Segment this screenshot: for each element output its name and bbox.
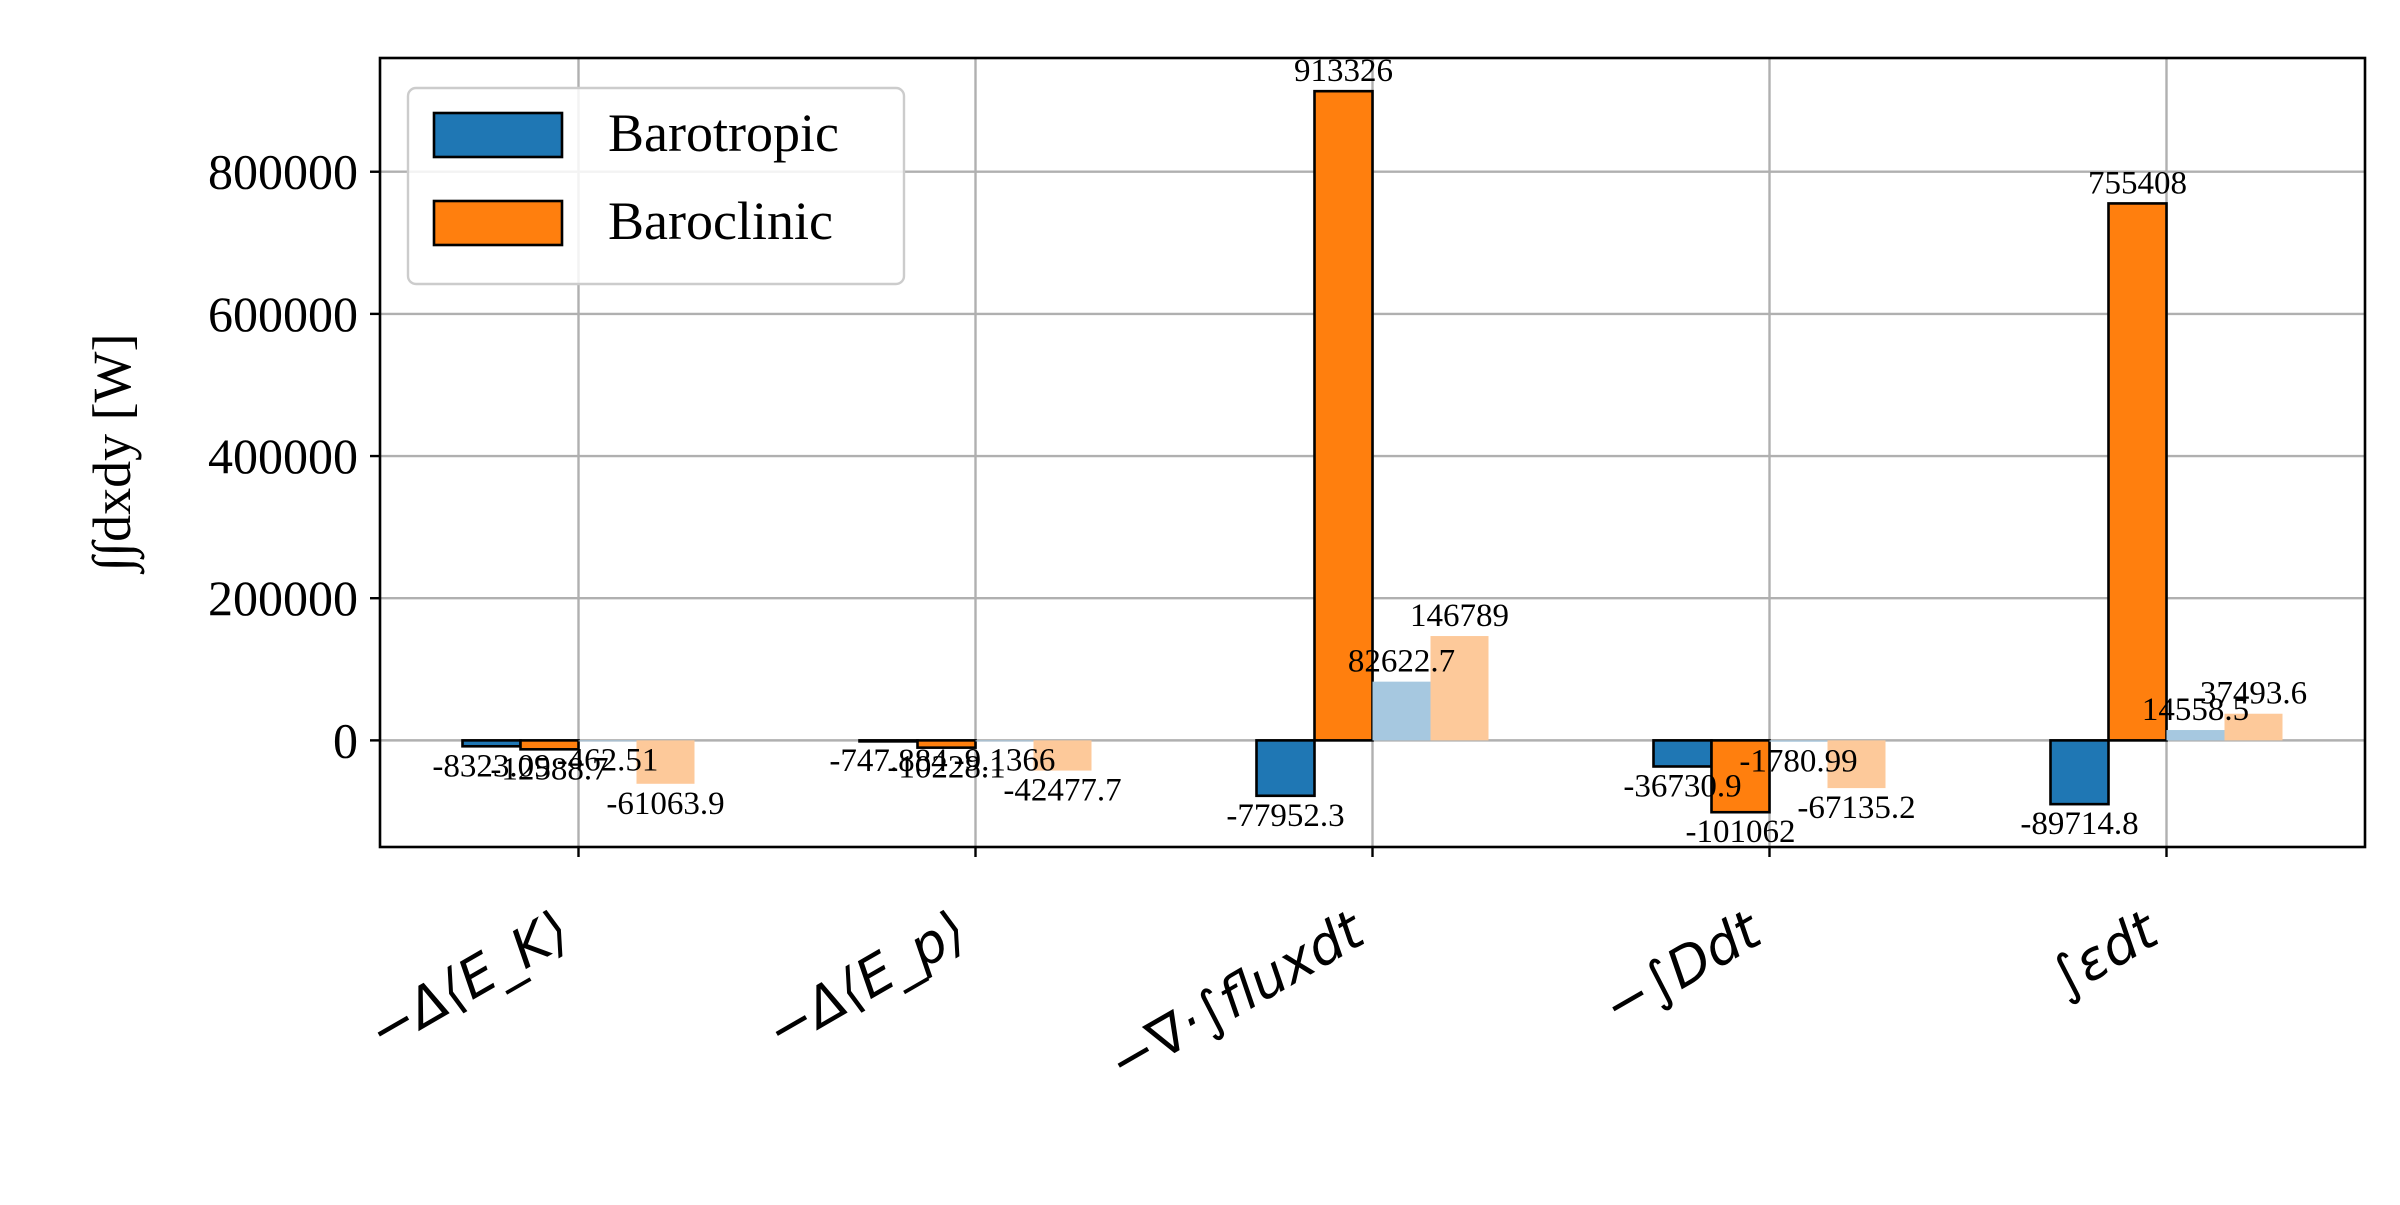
bar-series-1 [858,739,919,743]
bar-series-2 [2107,202,2168,742]
x-category-label: −∇·∫fluxdt [1097,897,1375,1094]
y-tick-label: 0 [333,712,358,768]
data-label: -747.884 [829,743,947,779]
y-tick-label: 800000 [208,144,358,200]
data-label: 82622.7 [1348,644,1455,680]
data-label: -1780.99 [1739,744,1857,780]
bar-series-1 [1652,739,1713,768]
data-label: -61063.9 [606,786,724,822]
bar-series-4 [2224,713,2283,741]
y-tick-label: 200000 [208,570,358,626]
y-tick-label: 600000 [208,286,358,342]
data-label: -101062 [1686,814,1796,850]
bar-series-3 [2166,730,2225,741]
data-label: -12588.7 [490,751,608,787]
data-label: -9.1366 [954,742,1056,778]
bar-series-4 [1430,636,1489,741]
bar-series-1 [2049,739,2110,806]
data-label: -462.51 [557,743,659,779]
data-label: 37493.6 [2200,676,2307,712]
y-axis-label: ∫∫dxdy [W] [82,333,145,574]
data-label: 14558.5 [2142,692,2249,728]
data-label: -89714.8 [2020,806,2138,842]
data-label: 755408 [2088,165,2187,201]
data-label: -10228.1 [887,750,1005,786]
x-category-label: −∫Ddt [1592,897,1773,1038]
legend-swatch [432,111,564,159]
data-label: -67135.2 [1797,790,1915,826]
bar-series-3 [975,740,1034,742]
bar-series-3 [1372,681,1431,741]
x-category-label: −Δ⟨E_K⟩ [357,898,580,1063]
bar-series-3 [1769,740,1828,742]
bar-series-2 [1313,89,1374,742]
x-category-label: ∫εdt [2039,897,2170,1009]
y-tick-label: 400000 [208,428,358,484]
bar-series-1 [461,739,522,748]
legend-label: Barotropic [608,103,839,163]
data-label: -77952.3 [1226,798,1344,834]
bar-series-2 [916,739,977,749]
data-label: -42477.7 [1003,773,1121,809]
bar-series-4 [1827,740,1886,789]
x-category-label: −Δ⟨E_p⟩ [755,898,977,1062]
data-label: -36730.9 [1623,768,1741,804]
data-label: -8323.09 [432,748,550,784]
legend: Barotropic Baroclinic [406,86,906,286]
bars-layer [461,89,2283,814]
bar-series-1 [1255,739,1316,798]
bar-series-4 [636,740,695,784]
bar-series-4 [1033,740,1092,771]
bar-series-2 [519,739,580,751]
data-label: 146789 [1410,598,1509,634]
legend-label: Baroclinic [608,191,833,251]
legend-swatch [432,199,564,247]
bar-series-3 [578,740,637,742]
bar-series-2 [1710,739,1771,814]
